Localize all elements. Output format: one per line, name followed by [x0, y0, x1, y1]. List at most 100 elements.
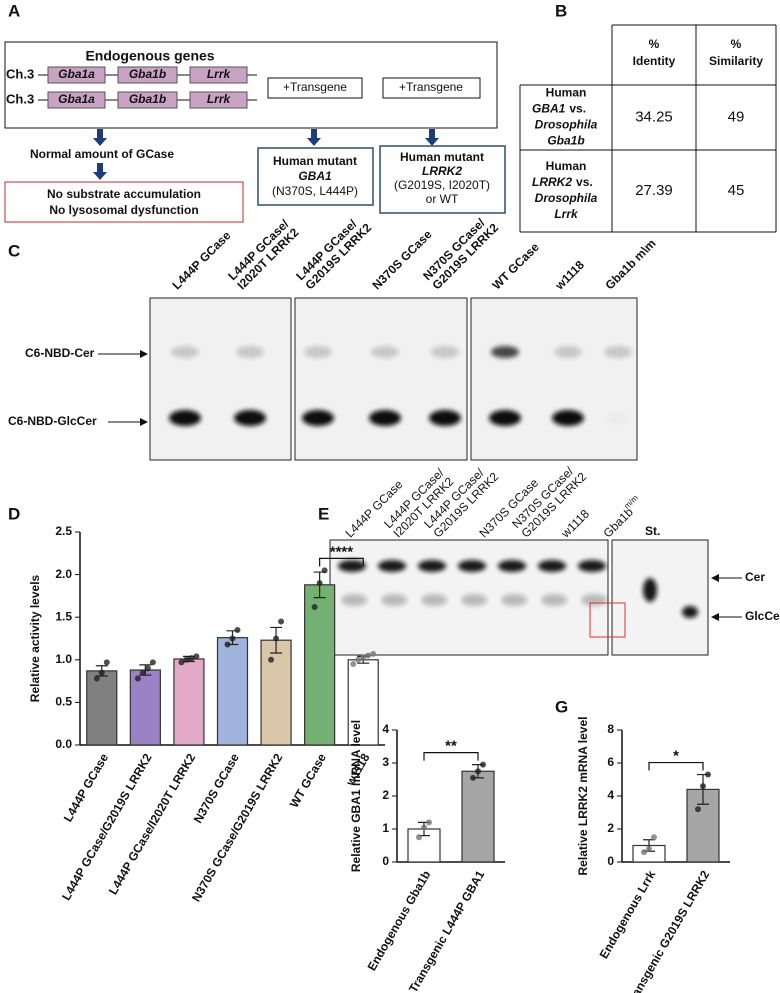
y-tick-label: 0.5 — [55, 695, 72, 709]
transgene-box — [267, 77, 363, 99]
band — [418, 560, 446, 572]
band — [381, 594, 407, 606]
gene-label: Gba1a — [58, 67, 95, 81]
significance-label: **** — [330, 543, 354, 560]
panel-letter: B — [555, 1, 567, 20]
table-cell: 27.39 — [635, 182, 673, 199]
box-text: Human mutant — [400, 150, 484, 164]
data-point — [321, 567, 328, 574]
x-tick-label: N370S GCase/G2019S LRRK2 — [189, 751, 286, 904]
y-axis-label: Relative LRRK2 mRNA level — [576, 717, 590, 876]
row-label: Lrrk — [554, 207, 579, 221]
arrows — [93, 129, 439, 180]
lane-label: m/m — [622, 493, 640, 511]
chromosome-label: Ch.3 — [6, 66, 34, 81]
data-point — [234, 626, 241, 633]
gene-box — [47, 66, 106, 84]
table-cell: 45 — [728, 182, 745, 199]
y-tick-label: 6 — [607, 755, 614, 769]
band — [552, 410, 584, 426]
band-label: C6-NBD-Cer — [25, 346, 95, 360]
outcome-box — [4, 181, 244, 223]
significance-bracket — [648, 761, 704, 771]
gel — [611, 539, 709, 656]
outcome-text: No lysosomal dysfunction — [49, 203, 198, 217]
data-point — [705, 771, 711, 778]
bar — [304, 584, 336, 746]
y-tick-label: 4 — [382, 722, 389, 736]
y-axis-label: Relative activity levels — [28, 574, 42, 702]
gene-rows: Ch.3 Gba1a Gba1b Lrrk Ch.3 Gba1a Gba1b Lrrk — [6, 66, 257, 109]
panel-letter: A — [8, 1, 20, 20]
table-header: Identity — [633, 54, 676, 68]
y-tick-label: 1.5 — [55, 609, 72, 623]
y-tick-label: 4 — [607, 788, 614, 802]
band-label: C6-NBD-GlcCer — [8, 414, 97, 428]
bar — [86, 670, 118, 746]
data-point — [273, 635, 280, 642]
table-header: % — [649, 37, 660, 51]
y-tick-label: 0 — [607, 854, 614, 868]
data-point — [149, 659, 156, 666]
panel-letter: G — [555, 697, 568, 716]
row-label: Gba1b — [547, 134, 584, 148]
band — [429, 410, 461, 426]
band — [541, 594, 567, 606]
chromosome-label: Ch.3 — [6, 91, 34, 106]
y-axis-label: Relative GBA1 mRNA level — [349, 720, 363, 872]
band — [338, 560, 366, 572]
band — [578, 560, 606, 572]
band — [378, 560, 406, 572]
lane-label: Gba1b m\m — [602, 236, 658, 292]
panel-letter: C — [8, 241, 20, 260]
gba1-box — [257, 147, 374, 206]
row-label: Human — [546, 86, 587, 100]
y-tick-label: 2 — [607, 821, 614, 835]
transgene-label: +Transgene — [283, 80, 347, 94]
data-point — [695, 806, 701, 813]
data-point — [229, 635, 236, 642]
data-point — [350, 661, 357, 668]
x-tick-label: N370S GCase — [191, 751, 242, 826]
data-point — [646, 845, 652, 852]
box-text: (N370S, L444P) — [272, 184, 358, 198]
data-point — [426, 819, 432, 826]
significance-label: * — [673, 748, 679, 765]
bar-chart: 0 2 4 6 8 Relative LRRK2 mRNA level Endogenous… — [576, 717, 730, 993]
band — [371, 346, 399, 358]
lrrk2-box — [379, 145, 506, 214]
band — [498, 560, 526, 572]
panel-letter: D — [8, 504, 20, 523]
row-label: Human — [546, 159, 587, 173]
data-point — [365, 652, 372, 659]
row-label: GBA1 — [532, 102, 566, 116]
gene-label: Gba1b — [129, 67, 166, 81]
data-point — [98, 669, 105, 676]
x-tick-label: L444P GCase/I2020T LRRK2 — [106, 751, 199, 897]
band — [682, 606, 698, 618]
band-label: GlcCer — [745, 609, 780, 623]
y-tick-label: 0.0 — [55, 737, 72, 751]
data-point — [144, 665, 151, 672]
bar — [216, 637, 249, 746]
data-point — [193, 653, 200, 660]
band — [171, 346, 199, 358]
band — [341, 594, 367, 606]
band — [538, 560, 566, 572]
lane-label: L444P GCase — [169, 228, 233, 292]
significance-bracket — [423, 752, 479, 761]
band — [491, 346, 519, 358]
gene-label: Lrrk — [207, 92, 232, 106]
data-point — [651, 834, 657, 841]
gel — [294, 297, 468, 461]
row-label: vs. — [569, 102, 586, 116]
gene-box — [189, 66, 248, 84]
band — [581, 594, 607, 606]
table-cell: 49 — [728, 108, 745, 125]
band — [461, 594, 487, 606]
data-point — [480, 761, 486, 768]
data-point — [360, 654, 367, 661]
band — [421, 594, 447, 606]
